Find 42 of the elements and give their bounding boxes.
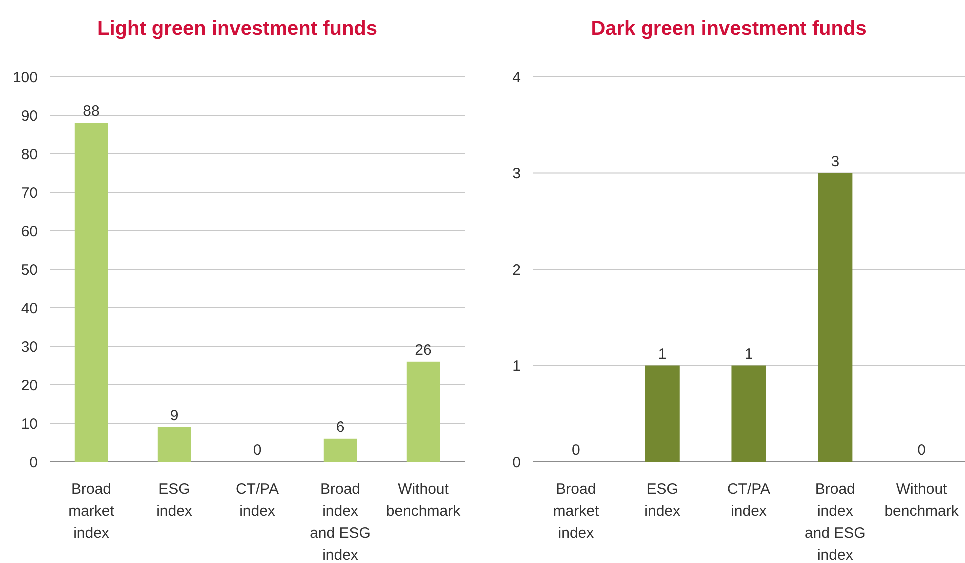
y-tick-label: 3: [512, 166, 521, 182]
y-tick-label: 2: [512, 262, 521, 279]
y-tick-label: 40: [21, 300, 38, 318]
data-label: 0: [918, 442, 926, 459]
x-tick-label: CT/PA index: [236, 481, 280, 520]
data-label: 1: [744, 346, 754, 363]
x-tick-label: Without benchmark: [884, 481, 960, 520]
y-tick-label: 60: [21, 223, 38, 240]
y-tick-label: 20: [21, 377, 38, 394]
x-tick-label: Without benchmark: [386, 481, 462, 520]
y-tick-label: 0: [512, 454, 521, 472]
bar: [74, 123, 108, 462]
y-tick-label: 80: [21, 146, 38, 164]
x-tick-label: ESG index: [644, 481, 682, 520]
y-tick-label: 90: [21, 108, 38, 125]
y-tick-label: 100: [12, 69, 38, 86]
bar: [158, 427, 192, 462]
bar: [324, 438, 358, 462]
data-label: 88: [83, 103, 100, 120]
y-tick-label: 30: [21, 338, 38, 356]
x-tick-label: ESG index: [156, 481, 193, 520]
x-tick-label: Broad index and ESG index: [804, 481, 866, 563]
data-label: 26: [415, 342, 432, 359]
x-tick-label: Broad market index: [553, 481, 600, 542]
chart-title: Light green investment funds: [97, 18, 378, 40]
x-tick-label: Broad index and ESG index: [310, 481, 371, 563]
x-tick-label: CT/PA index: [727, 481, 771, 520]
y-tick-label: 50: [21, 262, 38, 279]
data-label: 0: [572, 442, 580, 459]
bar: [406, 362, 440, 462]
data-label: 0: [253, 442, 262, 459]
y-tick-label: 1: [512, 358, 521, 375]
y-tick-label: 4: [512, 69, 521, 86]
data-label: 9: [170, 407, 179, 424]
data-label: 3: [831, 153, 840, 170]
chart-title: Dark green investment funds: [591, 18, 867, 40]
y-tick-label: 70: [21, 184, 38, 202]
data-label: 1: [658, 346, 667, 363]
x-tick-label: Broad market index: [68, 481, 116, 542]
y-tick-label: 10: [21, 416, 38, 433]
data-label: 6: [336, 418, 345, 436]
y-tick-label: 0: [30, 454, 38, 472]
